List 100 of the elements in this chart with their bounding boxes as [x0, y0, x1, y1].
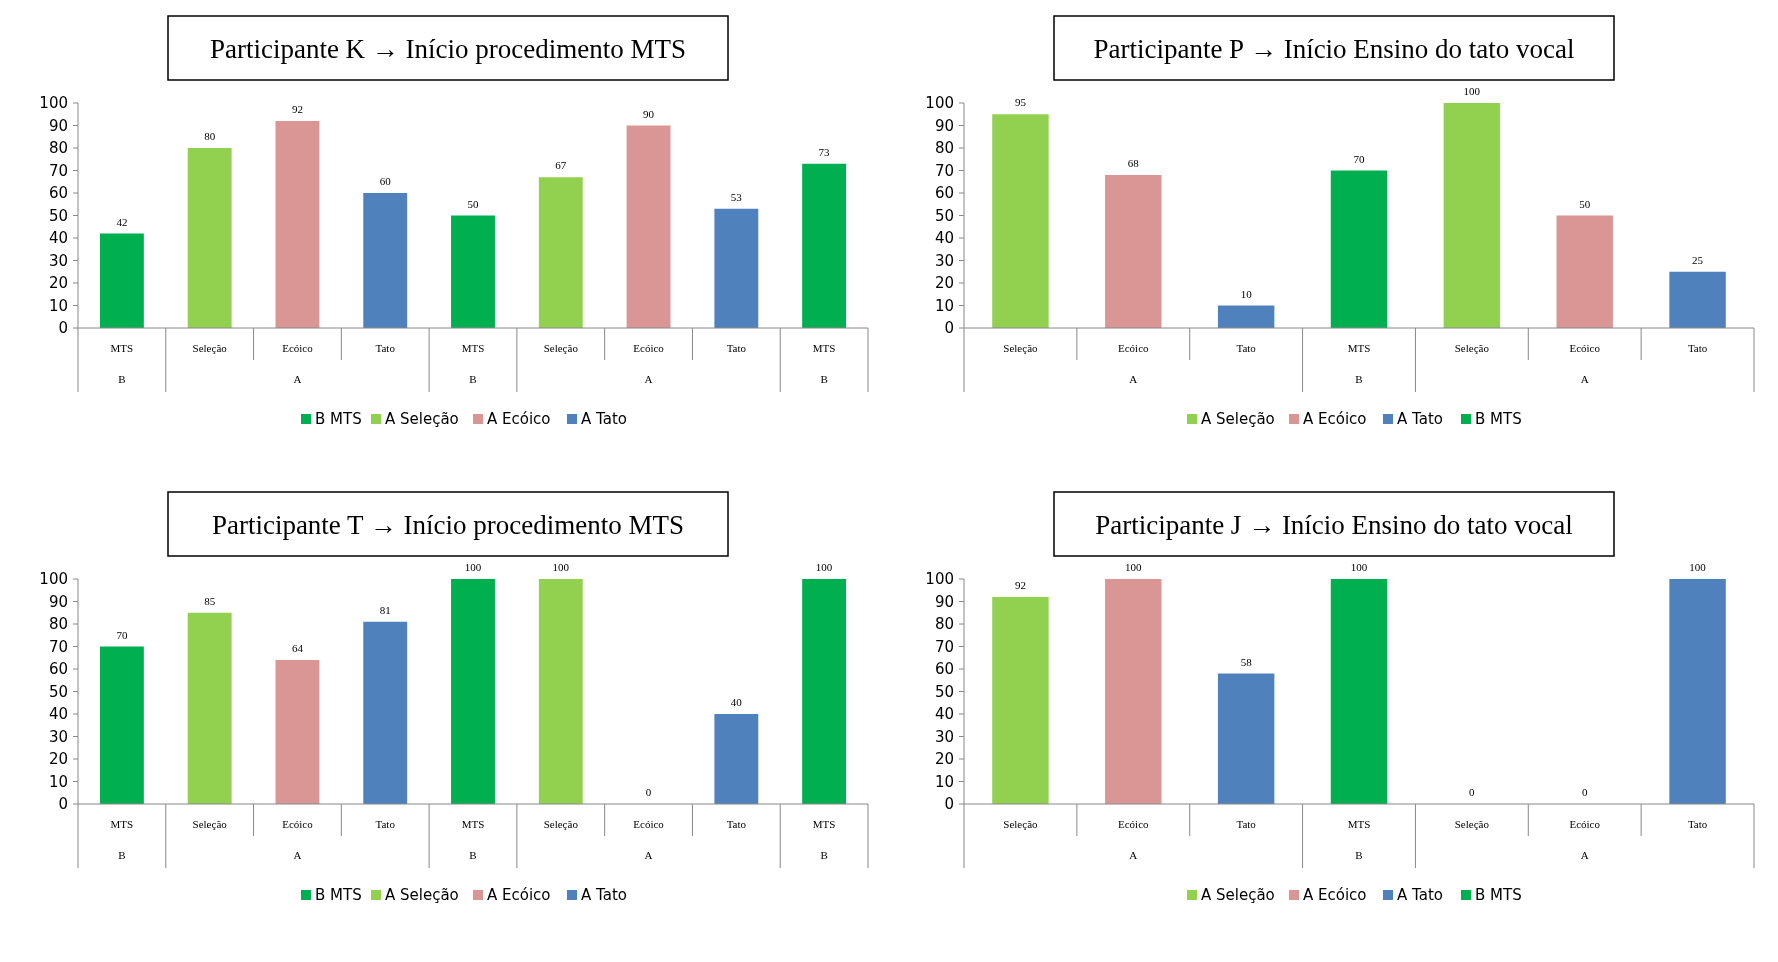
x-tick-label: MTS: [461, 818, 485, 830]
y-tick-label: 40: [48, 229, 68, 247]
data-label: 64: [291, 642, 304, 654]
y-tick-label: 100: [39, 94, 68, 112]
data-label: 50: [467, 197, 479, 210]
y-tick-label: 60: [934, 660, 954, 678]
y-tick-label: 20: [934, 274, 954, 292]
data-label: 58: [1240, 655, 1253, 668]
y-tick-label: 0: [944, 319, 954, 337]
bar: [538, 177, 583, 328]
y-tick-label: 100: [925, 570, 954, 588]
text: A: [293, 373, 302, 385]
y-tick-label: 80: [934, 615, 954, 633]
y-tick-label: 30: [48, 251, 68, 270]
y-tick-label: 10: [934, 772, 954, 791]
y-tick-label: 50: [934, 206, 954, 225]
x-tick-label: Tato: [1236, 342, 1257, 354]
y-tick-label: 90: [48, 116, 68, 135]
data-label: 100: [464, 561, 482, 573]
bar: [1217, 305, 1275, 328]
x-tick-label: Seleção: [192, 818, 228, 830]
x-tick-label: Tato: [375, 818, 396, 830]
y-tick-label: 80: [48, 139, 68, 157]
x-tick-label: Ecóico: [1118, 342, 1150, 354]
x-tick-label: Ecóico: [633, 818, 665, 830]
bar: [187, 612, 232, 804]
x-tick-label: Ecóico: [1118, 818, 1150, 830]
y-tick-label: 90: [934, 592, 954, 611]
legend-label: A Ecóico: [487, 886, 551, 904]
y-tick-label: 50: [48, 206, 68, 225]
legend-label: A Tato: [1397, 410, 1443, 428]
legend-label: A Seleção: [385, 886, 459, 904]
text: A: [293, 849, 302, 861]
bar: [187, 148, 232, 328]
x-tick-label: Tato: [1236, 818, 1257, 830]
y-tick-label: 90: [934, 116, 954, 135]
x-tick-label: Ecóico: [633, 342, 665, 354]
data-label: 100: [552, 561, 570, 573]
x-tick-label: Tato: [1687, 342, 1708, 354]
legend-label: A Tato: [581, 886, 627, 904]
y-tick-label: 100: [925, 94, 954, 112]
y-tick-label: 80: [48, 615, 68, 633]
text: B: [469, 849, 477, 861]
text: A: [644, 849, 653, 861]
legend-label: A Ecóico: [1303, 410, 1367, 428]
data-label: 100: [1463, 85, 1481, 97]
y-tick-label: 30: [48, 727, 68, 746]
data-label: 67: [555, 159, 567, 172]
bar: [1669, 271, 1726, 328]
bar: [1105, 175, 1162, 328]
x-tick-label: Tato: [726, 818, 747, 830]
bar: [1330, 579, 1388, 804]
legend-label: B MTS: [1475, 886, 1522, 904]
y-tick-label: 70: [48, 637, 68, 656]
x-tick-label: MTS: [1347, 342, 1371, 354]
y-tick-label: 30: [934, 251, 954, 270]
text: B: [820, 849, 828, 861]
text: A: [1129, 373, 1138, 385]
data-label: 42: [116, 215, 128, 228]
data-label: 100: [1350, 561, 1368, 573]
x-tick-label: Seleção: [1454, 818, 1490, 830]
bar: [99, 233, 144, 328]
legend-label: B MTS: [315, 410, 362, 428]
data-label: 95: [1014, 96, 1027, 109]
x-tick-label: Seleção: [543, 342, 579, 354]
y-tick-label: 10: [934, 296, 954, 315]
x-tick-label: Seleção: [1003, 818, 1039, 830]
legend-label: A Ecóico: [1303, 886, 1367, 904]
bar: [451, 215, 495, 328]
bar: [1217, 673, 1275, 804]
data-label: 92: [291, 103, 303, 115]
data-label: 80: [204, 130, 216, 142]
x-tick-label: Seleção: [1003, 342, 1039, 354]
x-tick-label: MTS: [461, 342, 485, 354]
data-label: 100: [815, 561, 833, 573]
legend-label: A Seleção: [1201, 410, 1275, 428]
bar: [99, 646, 144, 804]
y-tick-label: 20: [48, 750, 68, 768]
text: B: [1355, 849, 1363, 861]
data-label: 73: [818, 145, 831, 158]
bar: [363, 193, 408, 328]
x-tick-label: Tato: [375, 342, 396, 354]
x-tick-label: MTS: [812, 342, 836, 354]
legend-label: B MTS: [1475, 410, 1522, 428]
x-tick-label: Ecóico: [1569, 342, 1601, 354]
y-tick-label: 60: [934, 184, 954, 202]
text: A: [1580, 373, 1589, 385]
y-tick-label: 40: [934, 229, 954, 247]
bar: [714, 714, 759, 804]
legend-label: A Tato: [581, 410, 627, 428]
y-tick-label: 100: [39, 570, 68, 588]
chart-title: Participante J → Início Ensino do tato vocal: [1095, 510, 1573, 540]
legend-label: A Tato: [1397, 886, 1443, 904]
data-label: 85: [204, 594, 216, 607]
x-tick-label: Seleção: [543, 818, 579, 830]
bar: [363, 621, 408, 804]
x-tick-label: Ecóico: [1569, 818, 1601, 830]
legend-label: B MTS: [315, 886, 362, 904]
y-tick-label: 20: [48, 274, 68, 292]
data-label: 70: [1353, 152, 1365, 165]
